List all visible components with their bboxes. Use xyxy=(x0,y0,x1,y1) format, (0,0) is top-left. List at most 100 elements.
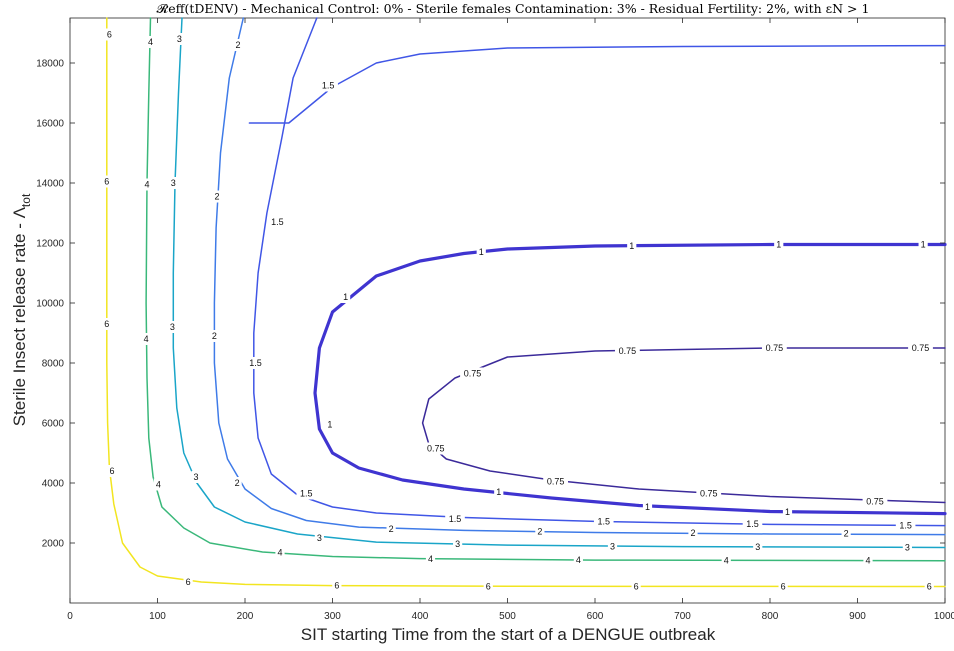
contour-label-bg xyxy=(102,175,112,188)
contour-label-bg xyxy=(174,33,184,45)
contour-label: 2 xyxy=(389,524,394,534)
x-tick-label: 200 xyxy=(237,611,254,622)
contour-label-bg xyxy=(423,442,449,455)
x-tick-label: 900 xyxy=(849,611,866,622)
contour-label-bg xyxy=(153,478,163,491)
contour-label-bg xyxy=(314,531,324,544)
contour-label-bg xyxy=(614,345,640,357)
contour-label-bg xyxy=(642,501,653,513)
contour-label: 6 xyxy=(334,581,339,591)
y-tick-label: 4000 xyxy=(42,479,65,490)
contour-label-bg xyxy=(631,580,641,593)
contour-labels: 6 6 6 6 6 6 6 6 6 6 4 4 4 4 4 4 4 4 4 3 3 3 3 3 3 3 3 3 2 2 2 2 2 2 2 2 1.5 1… xyxy=(102,28,934,593)
contour-line-1 xyxy=(313,242,947,516)
contour-label: 3 xyxy=(755,542,760,552)
contour-label: 3 xyxy=(317,533,322,543)
contour-label: 4 xyxy=(724,555,729,565)
y-tick-label: 2000 xyxy=(42,539,65,550)
contour-label-bg xyxy=(168,177,178,189)
contour-label: 6 xyxy=(486,581,491,591)
contour-label-bg xyxy=(445,513,465,525)
contour-label-bg xyxy=(102,318,112,330)
contour-label: 0.75 xyxy=(427,444,445,454)
y-axis-ticks: 2000 4000 6000 8000 10000 12000 14000 16000 1800… xyxy=(36,59,945,550)
contour-label: 6 xyxy=(186,577,191,587)
x-tick-label: 300 xyxy=(324,611,341,622)
contour-label: 6 xyxy=(104,319,109,329)
contour-label-bg xyxy=(245,357,266,369)
contour-label-bg xyxy=(895,519,916,532)
x-tick-label: 0 xyxy=(67,611,73,622)
contour-label-bg xyxy=(696,487,722,500)
contour-label-bg xyxy=(318,79,338,92)
contour-label-bg xyxy=(862,495,888,508)
contour-label-bg xyxy=(761,342,787,354)
contour-label-bg xyxy=(191,471,201,483)
contour-label: 6 xyxy=(107,30,112,40)
contour-label: 2 xyxy=(235,40,240,50)
y-tick-label: 10000 xyxy=(36,299,64,310)
contour-label: 4 xyxy=(144,180,149,190)
contour-label: 1.5 xyxy=(300,489,313,499)
contour-label-bg xyxy=(145,36,156,48)
contour-label: 1 xyxy=(343,292,348,302)
contour-label-bg xyxy=(774,238,784,251)
contour-label-bg xyxy=(494,486,504,498)
contour-label: 1.5 xyxy=(322,81,335,91)
contour-label: 4 xyxy=(277,548,282,558)
contour-label-bg xyxy=(460,367,485,380)
contour-label-bg xyxy=(453,538,463,551)
contour-label: 2 xyxy=(212,331,217,341)
contour-label-bg xyxy=(778,580,788,593)
contour-label: 1 xyxy=(785,507,790,517)
contour-label-bg xyxy=(386,522,396,535)
contour-line-1-5 xyxy=(253,17,946,527)
contour-line-6 xyxy=(106,17,946,588)
contour-label-bg xyxy=(908,342,933,354)
contour-label-bg xyxy=(483,580,493,593)
contour-label-bg xyxy=(425,552,436,565)
contour-label-bg xyxy=(232,477,242,489)
contour-label: 4 xyxy=(156,480,161,490)
contour-label: 1.5 xyxy=(746,519,759,529)
contour-label: 1 xyxy=(479,247,484,257)
contour-label: 2 xyxy=(844,529,849,539)
contour-label: 4 xyxy=(576,555,581,565)
contour-label-bg xyxy=(296,487,317,500)
contour-label: 1 xyxy=(921,240,926,250)
contour-line-4 xyxy=(145,17,946,562)
contour-label: 3 xyxy=(905,543,910,553)
contour-label-bg xyxy=(141,333,151,345)
x-tick-label: 500 xyxy=(499,611,516,622)
contour-label-bg xyxy=(332,579,342,592)
y-tick-label: 14000 xyxy=(36,179,64,190)
contour-label-bg xyxy=(183,576,193,588)
x-tick-label: 100 xyxy=(149,611,166,622)
plot-area xyxy=(69,17,946,604)
contour-label-bg xyxy=(104,28,114,41)
contour-label: 1.5 xyxy=(449,514,462,524)
contour-label: 0.75 xyxy=(464,369,482,379)
contour-label: 6 xyxy=(104,177,109,187)
contour-label: 1 xyxy=(776,240,781,250)
contour-label: 3 xyxy=(610,541,615,551)
y-tick-label: 18000 xyxy=(36,59,64,70)
contour-label: 1.5 xyxy=(249,358,262,368)
contour-label-bg xyxy=(607,540,618,553)
contour-label: 6 xyxy=(634,581,639,591)
contour-label: 6 xyxy=(781,581,786,591)
contour-label: 1.5 xyxy=(597,516,610,526)
contour-label: 2 xyxy=(214,192,219,202)
contour-label: 3 xyxy=(170,322,175,332)
y-tick-label: 8000 xyxy=(42,359,65,370)
contour-label-bg xyxy=(918,238,928,251)
contour-label: 2 xyxy=(235,478,240,488)
y-tick-label: 12000 xyxy=(36,239,64,250)
contour-label: 3 xyxy=(193,472,198,482)
x-axis-ticks: 0 100 200 300 400 500 600 700 800 900 1000 xyxy=(67,18,954,622)
contour-label-bg xyxy=(167,321,177,333)
contour-label: 1 xyxy=(496,487,501,497)
contour-label: 1 xyxy=(629,241,634,251)
y-axis-label-main: Sterile Insect release rate - Λ xyxy=(10,206,29,426)
